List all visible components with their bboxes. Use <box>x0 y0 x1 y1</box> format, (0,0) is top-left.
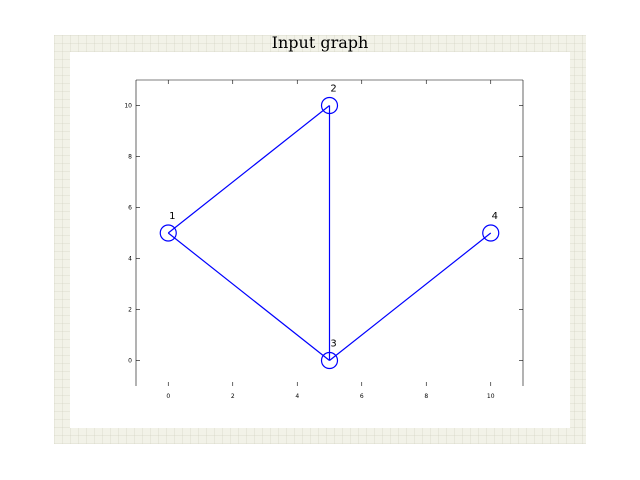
y-tick-label: 8 <box>128 154 132 161</box>
node-4-label: 4 <box>492 211 498 222</box>
y-tick-label: 0 <box>128 358 132 365</box>
node-3-label: 3 <box>330 339 336 350</box>
node-2-label: 2 <box>330 84 336 95</box>
node-1-label: 1 <box>169 211 175 222</box>
y-tick-label: 6 <box>128 205 132 212</box>
x-tick-label: 4 <box>295 393 299 400</box>
edge-3-4 <box>329 232 492 361</box>
graph-edges <box>167 105 492 361</box>
x-tick-label: 10 <box>487 393 495 400</box>
graph-nodes: 1 2 3 4 <box>159 84 500 370</box>
edge-1-2 <box>167 105 330 234</box>
x-tick-label: 8 <box>424 393 428 400</box>
node-1-marker <box>159 224 177 242</box>
y-tick-label: 4 <box>128 256 132 263</box>
x-tick-label: 2 <box>231 393 235 400</box>
edge-1-3 <box>167 232 330 361</box>
node-4-marker <box>482 224 500 242</box>
node-2-marker <box>320 96 339 115</box>
x-tick-label: 0 <box>166 393 170 400</box>
y-tick-label: 2 <box>128 307 132 314</box>
x-tick-label: 6 <box>360 393 364 400</box>
axes: 0 2 4 6 8 10 0 2 4 6 8 10 <box>124 79 524 400</box>
node-3-marker <box>320 351 339 370</box>
y-tick-label: 10 <box>124 103 132 110</box>
figure-title: Input graph <box>271 33 369 52</box>
